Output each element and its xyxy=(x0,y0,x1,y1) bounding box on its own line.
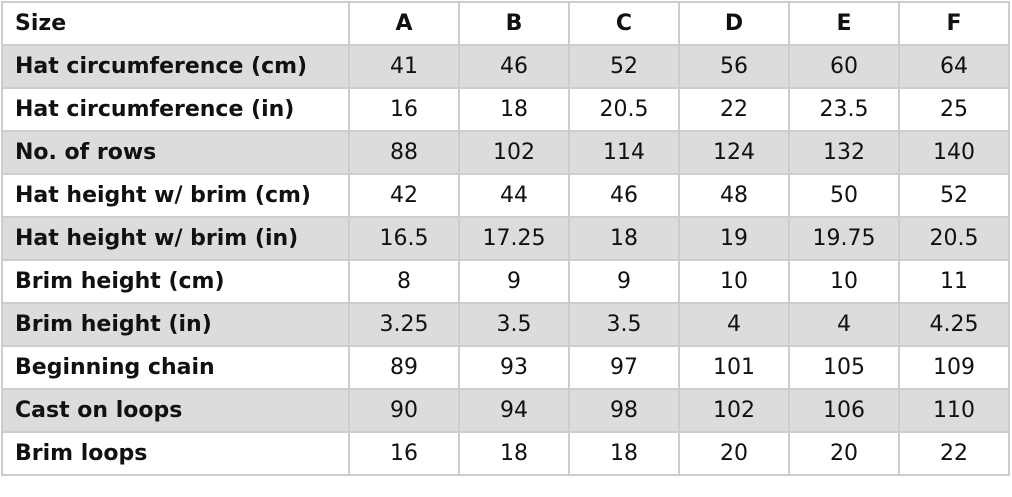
table-row: No. of rows 88 102 114 124 132 140 xyxy=(1,130,1010,175)
table-cell: 16 xyxy=(348,87,460,132)
table-cell: 102 xyxy=(458,130,570,175)
table-cell: 19.75 xyxy=(788,216,900,261)
header-cell: E xyxy=(788,1,900,46)
table-cell: 110 xyxy=(898,388,1010,433)
table-cell: 94 xyxy=(458,388,570,433)
header-cell: B xyxy=(458,1,570,46)
table-cell: 48 xyxy=(678,173,790,218)
table-row: Brim loops 16 18 18 20 20 22 xyxy=(1,431,1010,476)
table-row: Cast on loops 90 94 98 102 106 110 xyxy=(1,388,1010,433)
header-cell: Size xyxy=(1,1,350,46)
table-cell: 18 xyxy=(458,87,570,132)
row-label: Cast on loops xyxy=(1,388,350,433)
table-cell: 140 xyxy=(898,130,1010,175)
table-cell: 20 xyxy=(788,431,900,476)
row-label: Hat height w/ brim (cm) xyxy=(1,173,350,218)
table-row: Brim height (cm) 8 9 9 10 10 11 xyxy=(1,259,1010,304)
table-cell: 9 xyxy=(568,259,680,304)
table-cell: 105 xyxy=(788,345,900,390)
header-cell: C xyxy=(568,1,680,46)
table-row: Hat height w/ brim (cm) 42 44 46 48 50 52 xyxy=(1,173,1010,218)
table-cell: 44 xyxy=(458,173,570,218)
table-cell: 8 xyxy=(348,259,460,304)
table-cell: 114 xyxy=(568,130,680,175)
table-cell: 10 xyxy=(678,259,790,304)
table-cell: 20.5 xyxy=(898,216,1010,261)
table-cell: 46 xyxy=(458,44,570,89)
table-cell: 25 xyxy=(898,87,1010,132)
table-cell: 101 xyxy=(678,345,790,390)
table-cell: 124 xyxy=(678,130,790,175)
header-row: Size A B C D E F xyxy=(1,1,1010,46)
table-row: Hat circumference (in) 16 18 20.5 22 23.5 25 xyxy=(1,87,1010,132)
size-chart-table: Size A B C D E F Hat circumference (cm) 4… xyxy=(1,1,1010,476)
table-cell: 52 xyxy=(898,173,1010,218)
header-cell: A xyxy=(348,1,460,46)
table-cell: 56 xyxy=(678,44,790,89)
table-cell: 60 xyxy=(788,44,900,89)
table-cell: 106 xyxy=(788,388,900,433)
row-label: Brim height (cm) xyxy=(1,259,350,304)
table-cell: 18 xyxy=(568,431,680,476)
table-cell: 20.5 xyxy=(568,87,680,132)
table-row: Hat height w/ brim (in) 16.5 17.25 18 19 19.7… xyxy=(1,216,1010,261)
table-cell: 64 xyxy=(898,44,1010,89)
table-row: Brim height (in) 3.25 3.5 3.5 4 4 4.25 xyxy=(1,302,1010,347)
table-cell: 52 xyxy=(568,44,680,89)
row-label: Hat height w/ brim (in) xyxy=(1,216,350,261)
row-label: Hat circumference (cm) xyxy=(1,44,350,89)
table-cell: 11 xyxy=(898,259,1010,304)
row-label: Hat circumference (in) xyxy=(1,87,350,132)
table-cell: 41 xyxy=(348,44,460,89)
header-cell: D xyxy=(678,1,790,46)
table-cell: 23.5 xyxy=(788,87,900,132)
table-cell: 4 xyxy=(678,302,790,347)
table-cell: 4 xyxy=(788,302,900,347)
table-cell: 3.5 xyxy=(458,302,570,347)
table-cell: 90 xyxy=(348,388,460,433)
table-cell: 98 xyxy=(568,388,680,433)
table-cell: 102 xyxy=(678,388,790,433)
table-cell: 3.5 xyxy=(568,302,680,347)
table-cell: 22 xyxy=(678,87,790,132)
table-cell: 16 xyxy=(348,431,460,476)
table-cell: 19 xyxy=(678,216,790,261)
table-cell: 132 xyxy=(788,130,900,175)
table-row: Hat circumference (cm) 41 46 52 56 60 64 xyxy=(1,44,1010,89)
header-cell: F xyxy=(898,1,1010,46)
table-cell: 9 xyxy=(458,259,570,304)
table-cell: 20 xyxy=(678,431,790,476)
table-cell: 93 xyxy=(458,345,570,390)
table-cell: 42 xyxy=(348,173,460,218)
row-label: No. of rows xyxy=(1,130,350,175)
table-cell: 10 xyxy=(788,259,900,304)
row-label: Brim height (in) xyxy=(1,302,350,347)
table-cell: 88 xyxy=(348,130,460,175)
table-cell: 97 xyxy=(568,345,680,390)
table-cell: 3.25 xyxy=(348,302,460,347)
table-cell: 89 xyxy=(348,345,460,390)
table-cell: 46 xyxy=(568,173,680,218)
table-cell: 50 xyxy=(788,173,900,218)
table-cell: 22 xyxy=(898,431,1010,476)
row-label: Brim loops xyxy=(1,431,350,476)
table-row: Beginning chain 89 93 97 101 105 109 xyxy=(1,345,1010,390)
table-cell: 16.5 xyxy=(348,216,460,261)
table-cell: 18 xyxy=(568,216,680,261)
table-cell: 4.25 xyxy=(898,302,1010,347)
row-label: Beginning chain xyxy=(1,345,350,390)
table-cell: 109 xyxy=(898,345,1010,390)
table-cell: 17.25 xyxy=(458,216,570,261)
table-cell: 18 xyxy=(458,431,570,476)
